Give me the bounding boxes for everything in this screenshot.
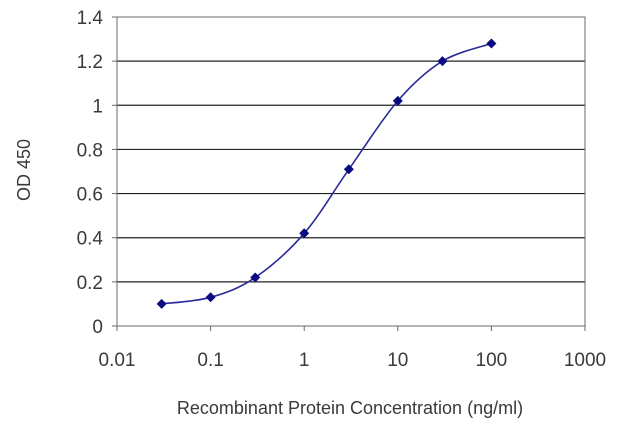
y-tick-label: 0.2 [77, 273, 103, 294]
y-tick-label: 0.4 [77, 229, 104, 250]
x-axis-ticks: 0.01 0.1 1 10 100 1000 [99, 326, 606, 371]
x-tick-label: 100 [476, 350, 508, 371]
y-tick-label: 1 [92, 96, 103, 117]
x-tick-label: 0.1 [197, 350, 223, 371]
x-tick-label: 1 [299, 350, 310, 371]
data-point [486, 38, 497, 49]
x-tick-label: 1000 [564, 350, 606, 371]
y-tick-label: 0.8 [77, 140, 103, 161]
y-tick-label: 1.4 [77, 8, 104, 29]
plot-area [116, 16, 586, 327]
data-point [250, 272, 261, 283]
data-markers [156, 38, 497, 309]
y-tick-label: 1.2 [77, 52, 103, 73]
series-line [161, 42, 492, 305]
y-axis-ticks: 0 0.2 0.4 0.6 0.8 1 1.2 1.4 [77, 8, 117, 338]
data-point [156, 298, 167, 309]
y-tick-label: 0.6 [77, 185, 103, 206]
data-point [299, 228, 310, 239]
x-tick-label: 10 [387, 350, 408, 371]
data-point [343, 164, 354, 175]
x-axis-label: Recombinant Protein Concentration (ng/ml… [177, 398, 523, 418]
data-point [392, 95, 403, 106]
grid-lines [117, 60, 585, 283]
y-tick-label: 0 [92, 317, 103, 338]
data-point [205, 292, 216, 303]
data-point [437, 56, 448, 67]
x-tick-label: 0.01 [99, 350, 136, 371]
y-axis-label: OD 450 [14, 139, 34, 201]
